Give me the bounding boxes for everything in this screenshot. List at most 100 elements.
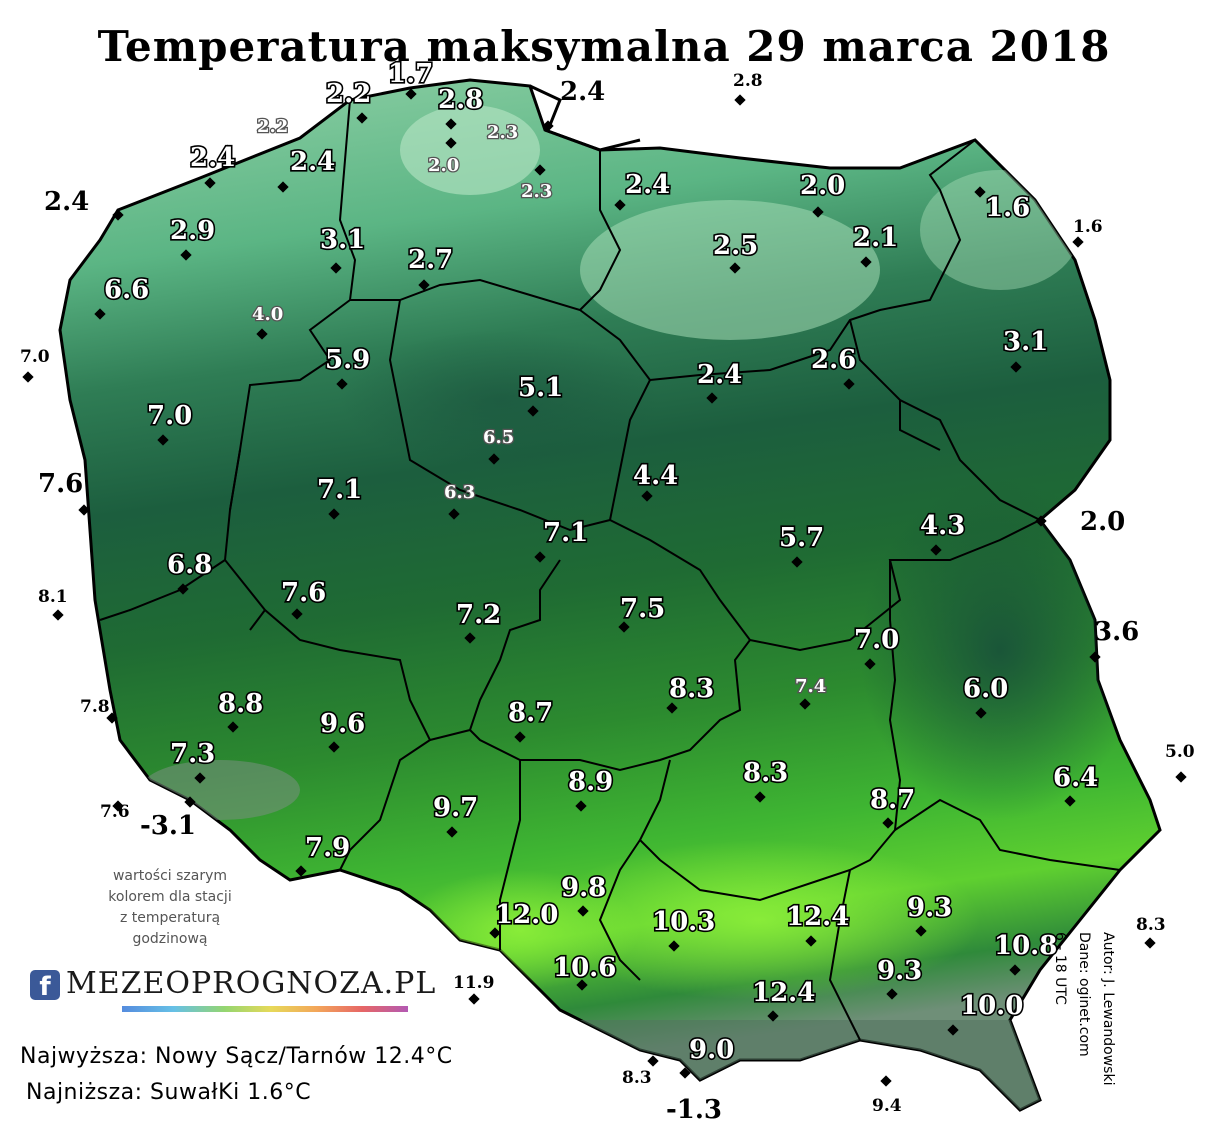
station-value: 8.3 (743, 758, 788, 788)
station-marker (915, 925, 927, 937)
station-value: 2.6 (811, 345, 856, 375)
station-value: 10.6 (553, 953, 616, 983)
station-value: 7.5 (620, 594, 665, 624)
station-value: 10.8 (994, 931, 1057, 961)
station-value: 2.4 (190, 143, 235, 173)
station-marker (734, 94, 746, 106)
station-value: 2.4 (560, 77, 605, 107)
station-marker (805, 935, 817, 947)
station-value: 8.8 (218, 689, 263, 719)
station-value: 2.8 (438, 85, 483, 115)
station-value: 4.4 (633, 461, 678, 491)
voivodeship-borders (99, 99, 1121, 1041)
station-value: 2.0 (800, 171, 845, 201)
station-marker (1072, 236, 1084, 248)
station-marker (860, 256, 872, 268)
note-line: z temperaturą (119, 910, 221, 926)
station-marker (184, 796, 196, 808)
station-value: 6.8 (167, 550, 212, 580)
station-value: 7.6 (100, 802, 130, 822)
station-value: 3.1 (320, 225, 365, 255)
station-marker (799, 698, 811, 710)
station-marker (1175, 771, 1187, 783)
station-value: 8.3 (622, 1068, 652, 1088)
station-marker (227, 721, 239, 733)
station-value: 7.6 (38, 469, 83, 499)
station-value: 8.3 (1136, 915, 1166, 935)
station-value: 5.0 (1165, 742, 1195, 762)
station-value: 7.3 (170, 739, 215, 769)
logo-text: MEZEOPROGNOZA.PL (66, 966, 437, 1001)
station-marker (328, 741, 340, 753)
station-value: 9.8 (561, 873, 606, 903)
station-value: 10.3 (652, 907, 715, 937)
note-line: wartości szarym (112, 868, 228, 884)
station-marker (194, 772, 206, 784)
station-marker (514, 731, 526, 743)
station-marker (576, 979, 588, 991)
data-source-credit: Dane: oginet.com (1076, 932, 1092, 1057)
station-marker (177, 583, 189, 595)
station-value: 1.6 (985, 193, 1030, 223)
time-range-credit: 6 - 18 UTC (1052, 932, 1068, 1005)
station-value: 8.9 (568, 767, 613, 797)
station-marker (180, 249, 192, 261)
min-temperature-stat: Najniższa: SuwałKi 1.6°C (26, 1080, 312, 1105)
station-value: 4.0 (252, 304, 283, 325)
station-marker (489, 927, 501, 939)
station-marker (930, 544, 942, 556)
station-marker (1009, 964, 1021, 976)
meteoprognoza-logo[interactable]: f MEZEOPROGNOZA.PL (30, 966, 435, 1018)
station-value: 12.4 (752, 978, 815, 1008)
station-value: 2.0 (428, 155, 459, 176)
station-marker (488, 453, 500, 465)
station-value: 7.1 (317, 475, 362, 505)
station-value: 2.1 (853, 223, 898, 253)
station-marker (577, 905, 589, 917)
station-marker (974, 186, 986, 198)
station-value: 7.1 (543, 518, 588, 548)
station-marker (668, 940, 680, 952)
station-value: 4.3 (920, 511, 965, 541)
station-value: 8.7 (870, 785, 915, 815)
station-marker (1035, 515, 1047, 527)
station-marker (880, 1075, 892, 1087)
station-value: 7.0 (147, 401, 192, 431)
station-value: 2.3 (521, 181, 552, 202)
station-marker (328, 508, 340, 520)
station-marker (446, 826, 458, 838)
station-value: 9.4 (872, 1096, 902, 1116)
map-title: Temperatura maksymalna 29 marca 2018 (97, 22, 1111, 71)
station-marker (679, 1067, 691, 1079)
station-marker (614, 199, 626, 211)
station-marker (754, 791, 766, 803)
station-marker (947, 1024, 959, 1036)
station-value: 9.0 (689, 1035, 734, 1065)
station-value: -3.1 (140, 811, 196, 841)
station-value: 6.4 (1053, 763, 1098, 793)
station-marker (812, 206, 824, 218)
station-marker (418, 279, 430, 291)
station-marker (464, 632, 476, 644)
author-credit: Autor: J. Lewandowski (1100, 932, 1116, 1086)
station-value: 2.2 (257, 116, 288, 137)
station-value: 7.0 (854, 625, 899, 655)
station-value: 2.8 (733, 71, 763, 91)
station-marker (864, 658, 876, 670)
station-marker (295, 865, 307, 877)
facebook-icon[interactable]: f (30, 970, 60, 1002)
station-value: 6.0 (963, 674, 1008, 704)
station-marker (291, 608, 303, 620)
station-value: 9.6 (320, 709, 365, 739)
station-marker (52, 609, 64, 621)
station-value: 2.4 (290, 147, 335, 177)
station-value: 10.0 (960, 991, 1023, 1021)
station-value: 6.6 (104, 275, 149, 305)
station-marker (534, 164, 546, 176)
station-marker (575, 800, 587, 812)
station-marker (448, 508, 460, 520)
station-value: 8.3 (669, 674, 714, 704)
station-value: 9.3 (907, 893, 952, 923)
station-value: 3.1 (1003, 327, 1048, 357)
credits: Autor: J. Lewandowski Dane: oginet.com 6… (1042, 932, 1122, 1122)
